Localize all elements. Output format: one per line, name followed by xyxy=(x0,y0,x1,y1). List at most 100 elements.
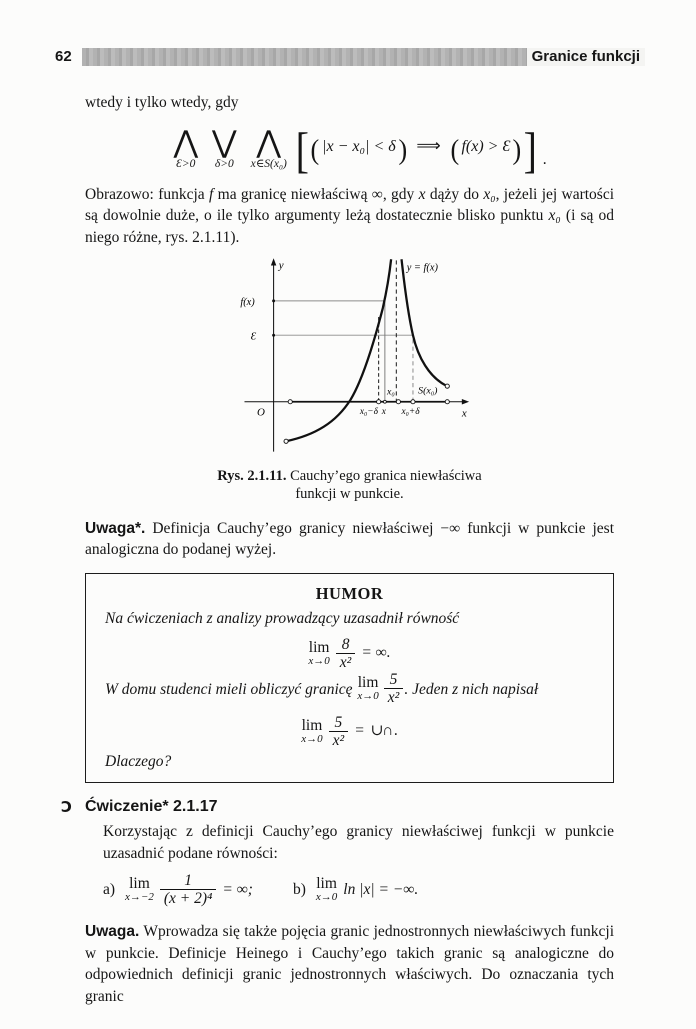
operator-subscript: Ɛ>0 xyxy=(176,158,196,170)
chapter-title: Granice funkcji xyxy=(526,48,645,66)
numerator: 1 xyxy=(184,872,193,889)
lim-operator: lim x→0 xyxy=(301,716,323,745)
fraction: 8 x² xyxy=(335,636,356,671)
left-paren: ( xyxy=(310,133,320,166)
condition-right: f(x) > Ɛ xyxy=(461,137,511,155)
inline-limit-formula: lim x→0 5 x² xyxy=(357,670,404,706)
caption-text: funkcji w punkcie. xyxy=(295,486,404,502)
header-band: Granice funkcji xyxy=(81,48,645,66)
curve-endpoint-circle xyxy=(444,383,450,389)
lim-word: lim xyxy=(316,875,337,892)
denominator: x² xyxy=(383,687,404,706)
humor-box: HUMOR Na ćwiczeniach z analizy prowadząc… xyxy=(85,572,614,783)
remark-label: Uwaga. xyxy=(85,923,140,940)
remark-text: Wprowadza się także pojęcia granic jedno… xyxy=(85,923,614,1005)
fraction: 5 x² xyxy=(328,713,349,749)
text-segment: . Jeden z nich napisał xyxy=(404,680,539,698)
axis-point-circle xyxy=(382,399,387,404)
axis-point-circle xyxy=(287,399,293,405)
exercise-equations: a) lim x→−2 1 (x + 2)⁴ = ∞; b) lim x→0 l… xyxy=(103,872,614,907)
lim-operator: lim x→0 xyxy=(316,876,337,903)
lim-subscript: x→0 xyxy=(357,689,379,702)
text-segment: dąży do xyxy=(425,185,484,203)
operator-subscript: δ>0 xyxy=(214,158,234,170)
curve-endpoint-circle xyxy=(283,438,289,444)
remark-text: Definicja Cauchy’ego granicy niewłaściwe… xyxy=(85,519,615,559)
left-bracket: [ xyxy=(295,121,309,178)
formula-rhs: = ∞; xyxy=(222,880,253,898)
text-segment: W domu studenci mieli obliczyć granicę xyxy=(105,680,353,698)
label-x0: x₀ xyxy=(385,386,394,397)
item-b-label: b) xyxy=(292,880,306,898)
and-operator-epsilon: ⋀ Ɛ>0 xyxy=(173,128,198,171)
caption-label: Rys. 2.1.11. xyxy=(217,467,287,484)
text-segment: ma granicę niewłaściwą ∞, gdy xyxy=(213,185,419,203)
page-header: 62 Granice funkcji xyxy=(55,48,645,66)
humor-question: Dlaczego? xyxy=(105,752,172,770)
humor-title: HUMOR xyxy=(315,583,384,603)
numerator: 5 xyxy=(334,713,343,731)
exercise-heading: Ćwiczenie* 2.1.17 xyxy=(85,798,218,815)
lim-subscript: x→0 xyxy=(301,732,323,745)
label-origin: O xyxy=(256,406,264,418)
big-or-glyph: ⋁ xyxy=(212,125,237,160)
axis-point-circle xyxy=(375,399,381,405)
curve-right-branch xyxy=(399,259,446,387)
page-number: 62 xyxy=(55,48,82,66)
text-segment: , jeżeli jej wartości są dowolnie duże, … xyxy=(85,185,615,225)
figure-2-1-11: y x O f(x) Ɛ y = f(x) x₀ S(x₀) x₀−δ x x₀… xyxy=(109,256,614,463)
lim-subscript: x→0 xyxy=(308,654,330,667)
curve-left-branch xyxy=(285,259,392,443)
caption-text: Cauchy’ego granica niewłaściwa xyxy=(290,467,482,484)
operator-subscript: x∈S(x₀) xyxy=(250,158,287,170)
lim-word: lim xyxy=(129,875,150,892)
text-segment: Obrazowo: funkcja xyxy=(85,185,210,203)
humor-line: Na ćwiczeniach z analizy prowadzący uzas… xyxy=(105,610,460,627)
x-axis-arrow xyxy=(461,399,469,405)
limit-graph: y x O f(x) Ɛ y = f(x) x₀ S(x₀) x₀−δ x x₀… xyxy=(240,258,469,452)
rotated-five-symbol: ∪∩ xyxy=(370,722,394,740)
remark-bottom: Uwaga. Wprowadza się także pojęcia grani… xyxy=(85,921,614,1007)
denominator: x² xyxy=(328,730,349,749)
exercise-2-1-17: Ɔ Ćwiczenie* 2.1.17 Korzystając z defini… xyxy=(61,797,614,907)
formula-period: . xyxy=(542,150,547,168)
left-paren: ( xyxy=(450,133,459,166)
axis-point-circle xyxy=(444,399,450,405)
epsilon-axis-tick xyxy=(271,333,275,337)
limit-formula-5: lim x→0 5 x² = ∪∩. xyxy=(301,714,397,749)
exercise-marker-icon: Ɔ xyxy=(61,798,73,816)
page-content: wtedy i tylko wtedy, gdy ⋀ Ɛ>0 ⋁ δ>0 ⋀ x… xyxy=(0,92,696,1007)
exercise-item-b: lim x→0 ln |x| = −∞. xyxy=(316,876,418,903)
formula-body: ln |x| = −∞. xyxy=(343,880,419,898)
equals-sign: = xyxy=(354,722,365,740)
humor-line: W domu studenci mieli obliczyć granicę l… xyxy=(105,670,594,708)
lim-word: lim xyxy=(308,638,330,656)
lim-operator: lim x→0 xyxy=(308,638,330,667)
math-var: x₀ xyxy=(483,185,496,203)
text-segment: (i są od niego różne, rys. 2.1.11). xyxy=(85,207,614,246)
denominator: x² xyxy=(335,652,356,671)
math-var: x xyxy=(418,185,426,203)
numerator: 5 xyxy=(389,670,398,688)
y-axis-arrow xyxy=(270,258,276,266)
exercise-intro: Korzystając z definicji Cauchy’ego grani… xyxy=(103,823,614,862)
math-var: x₀ xyxy=(548,207,561,224)
axis-point-circle xyxy=(395,399,401,405)
right-bracket: ] xyxy=(523,121,538,178)
lim-operator: lim x→−2 xyxy=(125,876,154,903)
lim-subscript: x→0 xyxy=(315,891,338,903)
label-epsilon: Ɛ xyxy=(250,330,256,342)
axis-point-circle xyxy=(409,399,416,405)
lim-word: lim xyxy=(301,716,323,734)
math-var: f xyxy=(209,185,214,203)
label-sx0: S(x₀) xyxy=(418,385,437,396)
fraction: 5 x² xyxy=(383,670,404,706)
paragraph-obrazowo: Obrazowo: funkcja f ma granicę niewłaści… xyxy=(85,184,614,249)
remark-label: Uwaga*. xyxy=(85,519,146,537)
condition-left: |x − x₀| < δ xyxy=(322,137,396,155)
label-x0-plus: x₀+δ xyxy=(400,407,420,417)
fx-axis-tick xyxy=(271,299,275,303)
main-formula: ⋀ Ɛ>0 ⋁ δ>0 ⋀ x∈S(x₀) [ ( |x − x₀| < δ )… xyxy=(99,121,614,178)
lead-text: wtedy i tylko wtedy, gdy xyxy=(85,94,239,111)
exercise-item-a: lim x→−2 1 (x + 2)⁴ = ∞; xyxy=(125,872,253,907)
